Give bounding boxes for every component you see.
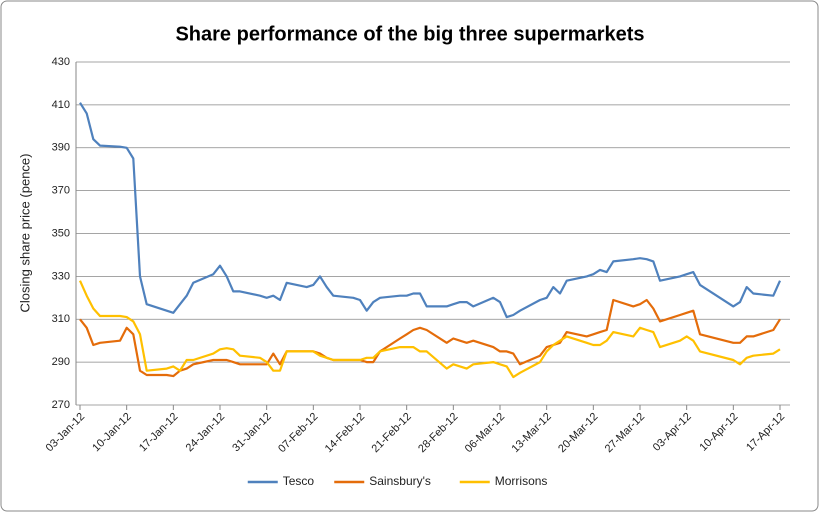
y-tick-label: 310	[52, 313, 70, 325]
y-tick-label: 390	[52, 142, 70, 154]
series-line	[79, 102, 782, 319]
series-line	[78, 280, 781, 379]
chart-title: Share performance of the big three super…	[175, 23, 644, 45]
legend-label: Morrisons	[495, 474, 548, 488]
y-tick-label: 430	[52, 56, 70, 68]
y-tick-label: 410	[52, 99, 70, 111]
y-axis-label: Closing share price (pence)	[17, 154, 32, 313]
series-line	[79, 298, 781, 378]
y-tick-label: 290	[52, 356, 70, 368]
y-tick-label: 370	[52, 185, 70, 197]
legend-label: Sainsbury's	[369, 474, 431, 488]
y-tick-label: 330	[52, 270, 70, 282]
y-tick-label: 350	[52, 227, 70, 239]
legend-label: Tesco	[283, 474, 315, 488]
y-tick-label: 270	[52, 399, 70, 411]
